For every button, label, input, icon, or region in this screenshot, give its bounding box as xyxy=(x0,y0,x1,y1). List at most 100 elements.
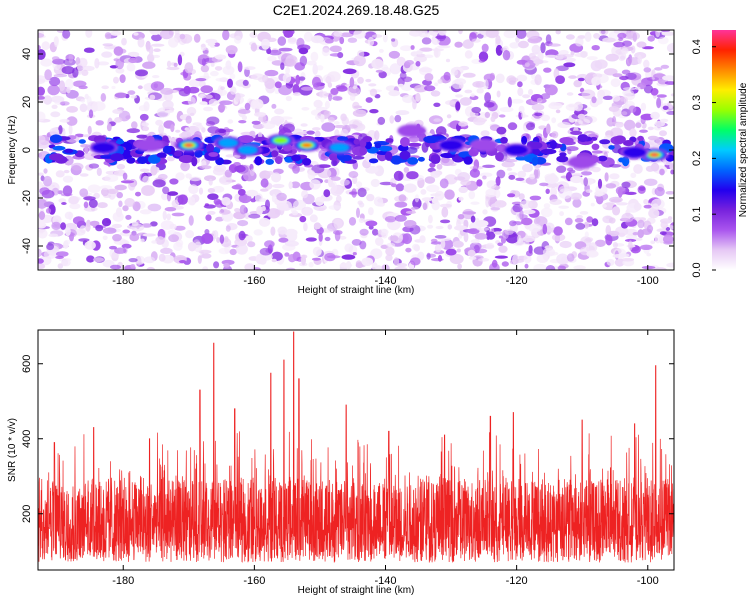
spectrogram-cell xyxy=(78,139,86,144)
spectrogram-cell xyxy=(659,130,667,137)
colorbar-tick-label: 0.0 xyxy=(691,262,703,277)
spectrogram-cell xyxy=(203,204,216,209)
spectrogram-cell xyxy=(446,114,452,119)
spectrogram-cell xyxy=(250,42,258,52)
y-tick-label: 40 xyxy=(21,48,33,60)
spectrogram-cell xyxy=(321,47,330,57)
spectrogram-cell xyxy=(398,194,407,202)
spectrogram-cell xyxy=(541,93,551,100)
snr-ticks: -180 -160 -140 -120 -100 200 400 600 xyxy=(21,330,674,587)
spectrogram-cell xyxy=(51,104,58,110)
spectrogram-cell xyxy=(485,30,499,39)
spectrogram-cell xyxy=(526,250,533,257)
snr-frame xyxy=(37,329,675,571)
spectrogram-cell xyxy=(116,163,126,170)
spectrogram-cell xyxy=(242,79,249,86)
spectrogram-cell xyxy=(412,198,422,209)
spectrogram-cell xyxy=(102,227,117,234)
spectrogram-cell xyxy=(256,205,263,216)
spectrogram-cell xyxy=(213,261,220,269)
spectrogram-cell xyxy=(201,253,212,259)
spectrogram-hotspots xyxy=(89,124,669,169)
spectrogram-cell xyxy=(454,78,467,85)
spectrogram-cell xyxy=(62,175,74,183)
spectrogram-cell xyxy=(621,156,630,167)
spectrogram-cell xyxy=(620,96,625,102)
spectrogram-cell xyxy=(335,195,342,203)
spectrogram-cell xyxy=(219,104,226,110)
spectrogram-cell xyxy=(68,124,73,135)
spectrogram-cell xyxy=(540,148,557,155)
spectrogram-cell xyxy=(253,229,263,236)
spectrogram-cell xyxy=(285,66,290,75)
spectrogram-cell xyxy=(42,175,53,187)
spectrogram-cell xyxy=(647,35,655,42)
spectrogram-cell xyxy=(467,249,476,257)
spectrogram-cell xyxy=(57,263,64,269)
spectrogram-cell xyxy=(328,205,342,210)
spectrogram-cell xyxy=(43,95,53,105)
spectrogram-cell xyxy=(516,30,527,39)
spectrogram-cell xyxy=(426,184,440,193)
spectrogram-cell xyxy=(536,254,549,263)
spectrogram-cell xyxy=(654,234,662,244)
spectrogram-cell xyxy=(38,258,44,264)
spectrogram-cell xyxy=(340,129,349,138)
spectrogram-cell xyxy=(412,243,420,251)
spectrogram-cell xyxy=(357,50,365,59)
spectrogram-cell xyxy=(515,156,526,161)
spectrogram-cell xyxy=(643,178,658,186)
spectrogram-cell xyxy=(78,85,88,90)
spectrogram-cell xyxy=(659,231,667,236)
spectrogram-cell xyxy=(537,52,544,61)
spectrogram-cell xyxy=(415,50,423,55)
colorbar-ticks: 0.0 0.1 0.2 0.3 0.4 xyxy=(691,39,716,278)
spectrogram-cell xyxy=(88,163,100,169)
spectrogram-cell xyxy=(435,126,447,137)
spectrogram-cell xyxy=(625,234,638,240)
spectrogram-cell xyxy=(48,153,64,161)
spectrogram-cell xyxy=(610,78,621,88)
spectrogram-cell xyxy=(142,175,150,184)
spectrogram-cell xyxy=(464,50,473,59)
spectrogram-cell xyxy=(87,125,92,135)
spectrogram-cell xyxy=(543,67,552,73)
spectrogram-cell xyxy=(149,94,156,101)
spectrogram-cell xyxy=(84,145,89,154)
spectrogram-cell xyxy=(61,259,71,267)
spectrogram-cell xyxy=(558,49,569,56)
spectrogram-cell xyxy=(313,222,321,230)
spectrogram-cell xyxy=(577,77,585,82)
spectrogram-cell xyxy=(235,92,241,103)
spectrogram-cell xyxy=(431,48,444,52)
spectrogram-cell xyxy=(259,217,271,227)
spectrogram-hotspot xyxy=(302,143,312,148)
spectrogram-cell xyxy=(364,31,377,41)
spectrogram-cell xyxy=(88,109,94,119)
spectrogram-cell xyxy=(210,70,219,77)
spectrogram-cell xyxy=(229,73,236,80)
spectrogram-cell xyxy=(559,240,572,249)
spectrogram-cell xyxy=(38,96,45,100)
spectrogram-cell xyxy=(624,191,637,195)
spectrogram-cell xyxy=(531,157,538,166)
spectrogram-cell xyxy=(129,233,140,242)
spectrogram-cell xyxy=(384,151,393,161)
spectrogram-cell xyxy=(310,35,324,44)
spectrogram-cell xyxy=(501,261,509,267)
spectrogram-cell xyxy=(328,153,339,161)
spectrogram-cell xyxy=(114,184,127,191)
spectrogram-cell xyxy=(646,252,652,257)
colorbar-tick-label: 0.4 xyxy=(691,39,703,54)
spectrogram-cell xyxy=(285,95,292,102)
spectrogram-cell xyxy=(270,226,276,236)
spectrogram-cell xyxy=(264,240,275,248)
spectrogram-cell xyxy=(330,176,341,181)
spectrogram-cell xyxy=(151,43,165,47)
spectrogram-cell xyxy=(122,229,130,234)
spectrogram-cell xyxy=(309,179,321,190)
spectrogram-cell xyxy=(456,248,461,253)
spectrogram-cell xyxy=(427,224,434,229)
spectrogram-cell xyxy=(509,220,517,227)
spectrogram-cell xyxy=(87,184,101,193)
